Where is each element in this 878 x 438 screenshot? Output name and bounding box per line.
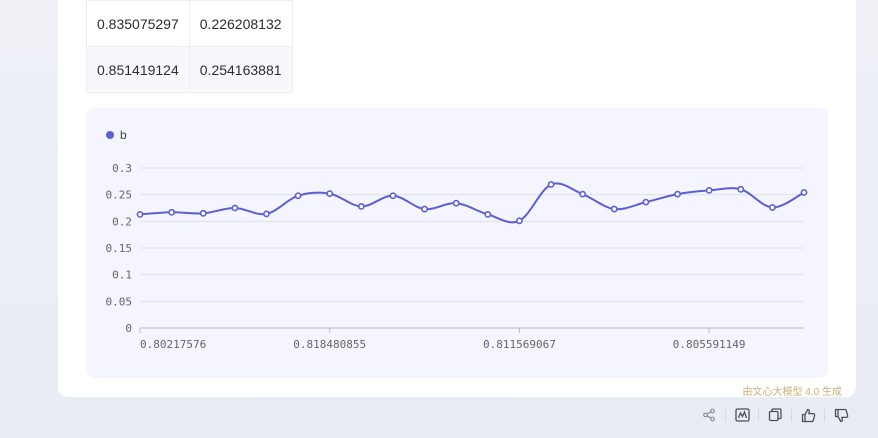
copy-icon[interactable] <box>764 405 786 425</box>
table-cell: 0.226208132 <box>188 0 293 47</box>
chart-icon[interactable] <box>731 405 753 425</box>
table-cell: 0.254163881 <box>188 46 293 93</box>
table-cell: 0.851419124 <box>86 46 190 93</box>
legend-marker <box>106 131 114 139</box>
divider <box>791 408 792 422</box>
thumbs-down-icon[interactable] <box>830 405 852 425</box>
table-cell: 0.835075297 <box>86 0 190 47</box>
legend-label: b <box>120 128 127 142</box>
table-row: 0.851419124 0.254163881 <box>86 46 293 93</box>
table-row: 0.835075297 0.226208132 <box>86 0 293 47</box>
chart-legend[interactable]: b <box>106 128 127 142</box>
divider <box>725 408 726 422</box>
data-table: 0.835075297 0.226208132 0.851419124 0.25… <box>86 0 293 93</box>
divider <box>824 408 825 422</box>
chart-panel <box>86 108 828 378</box>
ai-generated-badge: 由文心大模型 4.0 生成 <box>742 387 842 398</box>
divider <box>758 408 759 422</box>
thumbs-up-icon[interactable] <box>797 405 819 425</box>
action-bar <box>698 405 852 425</box>
share-icon[interactable] <box>698 405 720 425</box>
